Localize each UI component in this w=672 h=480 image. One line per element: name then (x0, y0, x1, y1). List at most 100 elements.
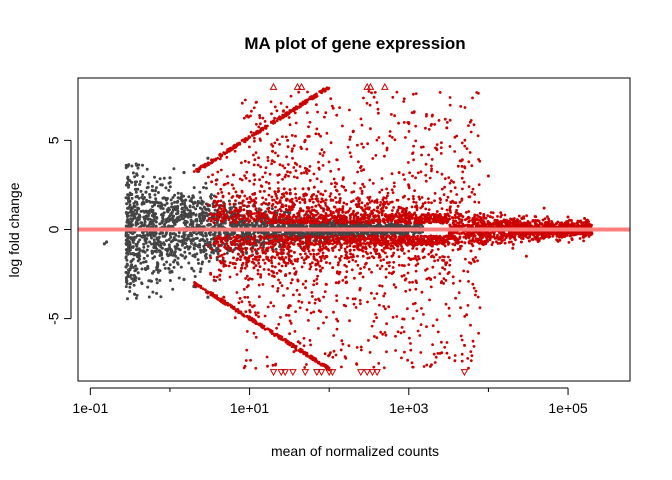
not-significant-point (166, 247, 170, 251)
significant-point (299, 236, 302, 240)
not-significant-point (300, 234, 304, 238)
not-significant-point (187, 233, 190, 237)
not-significant-point (140, 202, 144, 206)
significant-point (364, 207, 368, 211)
not-significant-point (141, 231, 144, 234)
not-significant-point (177, 231, 181, 235)
not-significant-point (168, 270, 172, 274)
significant-point (335, 209, 338, 213)
significant-point (219, 213, 223, 217)
significant-point (344, 250, 347, 253)
not-significant-point (181, 242, 185, 246)
not-significant-point (184, 242, 188, 245)
significant-point (252, 182, 256, 186)
not-significant-point (148, 240, 152, 244)
not-significant-point (150, 218, 154, 222)
not-significant-point (237, 201, 241, 205)
not-significant-point (175, 212, 178, 216)
not-significant-point (166, 210, 170, 214)
not-significant-point (194, 213, 198, 217)
not-significant-point (144, 190, 148, 194)
not-significant-point (188, 251, 192, 255)
significant-point (368, 195, 372, 199)
significant-point (321, 251, 325, 255)
significant-point (499, 215, 503, 219)
not-significant-point (168, 185, 172, 189)
significant-point (345, 202, 349, 206)
significant-point (499, 211, 503, 215)
not-significant-point (213, 223, 217, 227)
not-significant-point (133, 200, 137, 204)
not-significant-point (137, 277, 141, 281)
significant-point (241, 204, 245, 207)
significant-point (416, 234, 419, 238)
not-significant-point (211, 202, 215, 206)
not-significant-point (156, 241, 160, 244)
significant-point (263, 237, 266, 241)
not-significant-point (264, 210, 268, 214)
not-significant-point (126, 164, 130, 168)
not-significant-point (404, 232, 408, 236)
significant-point (215, 202, 218, 206)
significant-point (498, 241, 502, 245)
significant-point (402, 252, 406, 255)
significant-point (361, 246, 364, 250)
significant-point (228, 275, 232, 279)
not-significant-point (162, 211, 166, 215)
not-significant-point (135, 293, 139, 297)
significant-point (212, 275, 216, 279)
not-significant-point (162, 263, 166, 267)
not-significant-point (173, 200, 177, 204)
not-significant-point (355, 231, 359, 235)
not-significant-point (311, 225, 315, 228)
not-significant-point (142, 245, 146, 249)
not-significant-point (199, 221, 203, 225)
not-significant-point (156, 204, 160, 208)
not-significant-point (168, 263, 172, 267)
significant-point (239, 258, 242, 261)
not-significant-point (177, 276, 181, 280)
not-significant-point (153, 175, 156, 179)
significant-point (225, 155, 229, 159)
significant-point (226, 234, 230, 238)
significant-point (367, 234, 371, 238)
not-significant-point (192, 186, 196, 190)
not-significant-point (158, 177, 162, 181)
significant-point (486, 214, 490, 218)
not-significant-point (225, 210, 229, 214)
not-significant-point (250, 222, 254, 226)
not-significant-point (192, 269, 196, 273)
not-significant-point (174, 238, 178, 242)
not-significant-point (283, 231, 287, 235)
not-significant-point (157, 243, 161, 247)
not-significant-point (142, 224, 146, 228)
not-significant-point (129, 266, 132, 270)
significant-point (341, 205, 345, 208)
significant-point (220, 207, 223, 211)
not-significant-point (175, 242, 179, 246)
not-significant-point (125, 181, 129, 185)
significant-point (310, 205, 314, 209)
not-significant-point (190, 267, 194, 271)
significant-point (284, 207, 288, 211)
not-significant-point (134, 223, 138, 227)
not-significant-point (172, 236, 176, 240)
not-significant-point (189, 220, 193, 223)
significant-point (352, 199, 355, 203)
not-significant-point (321, 232, 325, 236)
not-significant-point (209, 237, 213, 241)
not-significant-point (164, 186, 168, 190)
significant-point (453, 213, 457, 217)
not-significant-point (287, 231, 291, 235)
not-significant-point (223, 221, 227, 225)
not-significant-point (153, 193, 157, 197)
not-significant-point (130, 164, 134, 168)
significant-point (308, 262, 312, 266)
not-significant-point (161, 216, 165, 219)
not-significant-point (136, 216, 140, 220)
not-significant-point (158, 279, 162, 282)
significant-point (265, 234, 269, 238)
not-significant-point (173, 258, 177, 262)
not-significant-point (124, 265, 128, 269)
not-significant-point (161, 231, 165, 235)
